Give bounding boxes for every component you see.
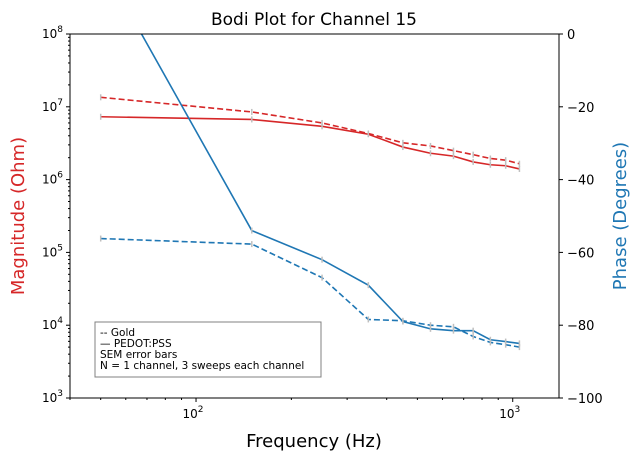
y-left-tick-label: 106 bbox=[42, 171, 63, 187]
y-right-axis-label: Phase (Degrees) bbox=[610, 142, 631, 290]
legend-line-3: SEM error bars bbox=[100, 349, 177, 361]
legend-box bbox=[94, 321, 322, 378]
y-left-tick-label: 104 bbox=[42, 316, 63, 332]
x-tick-label: 103 bbox=[499, 405, 520, 421]
axes-frame bbox=[69, 33, 560, 399]
y-left-axis-label: Magnitude (Ohm) bbox=[8, 137, 29, 295]
x-tick-label: 102 bbox=[183, 405, 204, 421]
y-left-tick-label: 108 bbox=[42, 25, 63, 41]
chart-title: Bodi Plot for Channel 15 bbox=[211, 10, 417, 30]
y-right-tick-label: −20 bbox=[567, 101, 594, 116]
series-1 bbox=[99, 113, 521, 172]
legend-line-4: N = 1 channel, 3 sweeps each channel bbox=[100, 360, 304, 372]
y-left-tick-label: 105 bbox=[42, 243, 63, 259]
legend: -- Gold — PEDOT:PSS SEM error bars N = 1… bbox=[94, 321, 322, 378]
axes-layer bbox=[69, 33, 560, 399]
legend-line-1: -- Gold bbox=[100, 327, 135, 339]
legend-line-2: — PEDOT:PSS bbox=[100, 338, 172, 350]
series-layer bbox=[99, 34, 521, 351]
series-4 bbox=[99, 235, 521, 351]
y-left-tick-label: 103 bbox=[42, 389, 63, 405]
y-left-tick-label: 107 bbox=[42, 98, 63, 114]
y-right-tick-label: −60 bbox=[567, 246, 594, 261]
series-2 bbox=[99, 94, 521, 167]
y-right-tick-label: −100 bbox=[567, 392, 603, 407]
y-right-tick-label: 0 bbox=[567, 28, 575, 43]
ticks-layer: 103 104 105 106 107 108 102 103 0 −20 −40 −60 −80 −10… bbox=[42, 25, 603, 421]
y-right-tick-label: −80 bbox=[567, 319, 594, 334]
x-axis-label: Frequency (Hz) bbox=[246, 431, 382, 452]
y-right-tick-label: −40 bbox=[567, 174, 594, 189]
